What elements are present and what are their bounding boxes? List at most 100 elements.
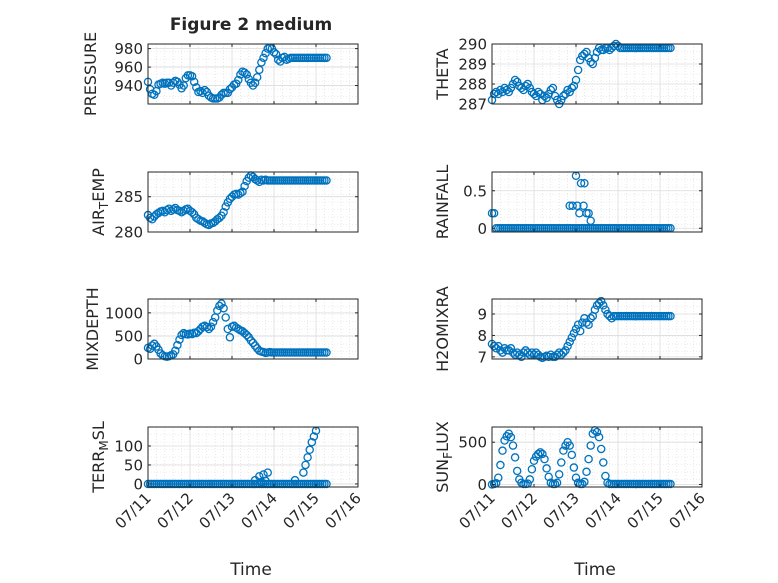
data-point <box>200 85 209 95</box>
data-point <box>508 441 518 450</box>
data-point <box>491 87 501 97</box>
data-point <box>202 322 212 332</box>
data-point <box>145 213 155 223</box>
axes-box <box>147 171 359 233</box>
data-point <box>204 220 214 230</box>
data-point <box>225 84 235 94</box>
data-point <box>531 91 541 101</box>
data-point <box>529 456 539 466</box>
y-tick-label: 0 <box>133 351 143 369</box>
data-point <box>261 476 270 486</box>
data-point <box>542 464 551 473</box>
data-point <box>175 206 184 216</box>
data-point <box>575 326 585 336</box>
x-tick-label: 07/14 <box>238 489 281 532</box>
data-point <box>269 48 279 57</box>
data-point <box>565 441 574 450</box>
data-point <box>561 346 570 355</box>
y-tick-label: 940 <box>114 77 143 95</box>
data-point <box>546 350 556 359</box>
data-point <box>538 449 547 459</box>
y-axis-label: AIRTEMP <box>89 168 111 236</box>
data-point <box>187 72 197 81</box>
x-tick-label: 07/15 <box>624 489 667 532</box>
x-tick-label: 07/13 <box>196 489 239 532</box>
subplot-2: 287 288 289 290 THETA <box>433 36 703 114</box>
y-axis-label: H2OMIXRA <box>433 286 452 372</box>
data-point <box>596 296 606 306</box>
data-point <box>506 432 516 442</box>
data-point <box>498 446 507 455</box>
data-point <box>548 83 558 93</box>
data-point <box>502 85 511 95</box>
x-tick-label: 07/15 <box>280 489 323 532</box>
data-point <box>594 299 604 308</box>
data-point <box>322 53 331 63</box>
data-point <box>565 87 574 97</box>
axes-box <box>491 426 703 488</box>
data-point <box>666 479 675 489</box>
data-point <box>567 333 577 342</box>
y-tick-label: 290 <box>458 36 487 54</box>
data-point <box>584 53 593 63</box>
subplot-7: 050100TERRMSL07/1107/1207/1307/1407/1507… <box>89 421 365 532</box>
data-point <box>164 204 174 213</box>
data-point <box>517 352 526 362</box>
data-point <box>533 87 543 97</box>
y-tick-label: 280 <box>114 224 143 242</box>
data-point <box>225 333 235 342</box>
data-point <box>246 336 256 345</box>
subplot-4: 0 0.5 RAINFALL <box>433 165 703 239</box>
data-point <box>198 217 207 226</box>
y-tick-label: 7 <box>477 348 487 366</box>
y-axis-label: PRESSURE <box>81 32 100 116</box>
data-point <box>257 477 266 487</box>
data-point <box>590 305 600 314</box>
data-point <box>491 344 501 353</box>
data-point <box>489 341 499 351</box>
data-point <box>147 341 157 350</box>
y-axis-label: SUNFLUX <box>433 421 455 493</box>
subplot-6: 7 8 9 H2OMIXRA <box>433 286 703 372</box>
data-point <box>206 322 216 331</box>
data-point <box>496 346 505 355</box>
data-point <box>303 453 312 462</box>
y-tick-label: 100 <box>114 437 143 455</box>
data-point <box>525 475 535 484</box>
data-point <box>599 458 608 467</box>
data-point <box>489 89 499 99</box>
data-point <box>559 348 568 357</box>
data-point <box>565 337 574 347</box>
data-point <box>542 93 551 103</box>
data-point <box>189 77 199 87</box>
y-axis-label: MIXDEPTH <box>83 287 102 370</box>
data-point <box>592 427 602 437</box>
data-point <box>544 352 553 362</box>
data-point <box>584 208 593 218</box>
y-tick-label: 289 <box>458 56 487 74</box>
data-point <box>552 478 562 488</box>
data-point <box>217 299 226 308</box>
data-point <box>221 202 230 211</box>
data-point <box>567 450 577 460</box>
data-point <box>567 83 577 93</box>
data-point <box>559 91 568 101</box>
x-axis-label-right: Time <box>573 560 616 580</box>
data-point <box>305 445 314 455</box>
data-point <box>234 324 243 334</box>
data-point <box>322 176 331 185</box>
data-point <box>219 207 228 217</box>
data-point <box>523 79 532 89</box>
data-point <box>504 87 514 97</box>
x-tick-label: 07/14 <box>582 489 625 532</box>
data-point <box>255 65 264 75</box>
data-point <box>173 340 182 350</box>
y-tick-label: 287 <box>458 96 487 114</box>
data-point <box>559 446 568 455</box>
data-point <box>500 344 509 353</box>
data-point <box>196 86 205 96</box>
data-point <box>290 475 300 485</box>
